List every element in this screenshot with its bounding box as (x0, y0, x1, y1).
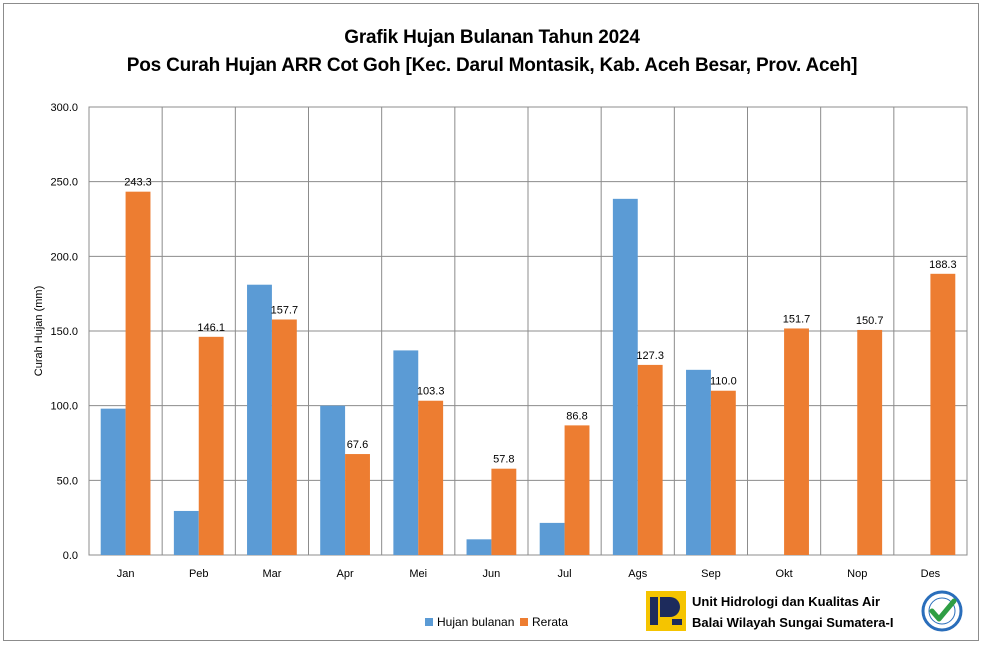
x-tick-label: Ags (628, 568, 647, 580)
bar-rerata (491, 468, 517, 555)
x-tick-label: Jun (483, 568, 501, 580)
x-tick-label: Mei (409, 568, 427, 580)
x-tick-label: Jul (558, 568, 572, 580)
data-label: 188.3 (929, 259, 957, 271)
chart-title: Grafik Hujan Bulanan Tahun 2024 (344, 27, 640, 48)
bar-hujan-bulanan (612, 198, 638, 555)
bar-rerata (564, 425, 590, 555)
bar-rerata (857, 329, 883, 555)
data-label: 243.3 (124, 177, 152, 189)
org-line-2: Balai Wilayah Sungai Sumatera-I (692, 615, 894, 630)
x-tick-label: Jan (117, 568, 135, 580)
bar-hujan-bulanan (393, 350, 419, 555)
bar-rerata (198, 336, 224, 555)
iso-certified-logo (921, 590, 963, 632)
data-label: 151.7 (783, 313, 811, 325)
y-tick-label: 0.0 (63, 550, 78, 562)
bar-hujan-bulanan (686, 369, 711, 555)
data-label: 150.7 (856, 315, 884, 327)
x-tick-label: Nop (847, 568, 867, 580)
chart-subtitle: Pos Curah Hujan ARR Cot Goh [Kec. Darul … (126, 55, 858, 76)
bar-hujan-bulanan (247, 284, 272, 555)
legend-label-rerata: Rerata (532, 615, 569, 629)
bar-rerata (784, 328, 809, 555)
bar-hujan-bulanan (539, 522, 565, 555)
pu-logo (646, 591, 686, 631)
x-tick-label: Sep (701, 568, 721, 580)
bar-rerata (418, 400, 444, 555)
bar-chart: 0.0 50.0 100.0 150.0 200.0 250.0 300.0 243.3 146… (33, 102, 968, 580)
y-axis-label: Curah Hujan (mm) (33, 286, 45, 376)
bar-rerata (345, 454, 370, 555)
data-label: 57.8 (493, 454, 514, 466)
y-tick-label: 50.0 (57, 475, 78, 487)
data-label: 146.1 (197, 322, 225, 334)
y-tick-label: 100.0 (50, 401, 78, 413)
legend-swatch-rerata (520, 618, 528, 626)
bar-rerata (125, 191, 151, 555)
legend-item-rerata: Rerata (520, 615, 568, 629)
bar-hujan-bulanan (173, 510, 199, 555)
data-label: 157.7 (271, 305, 299, 317)
bar-rerata (271, 319, 297, 555)
x-tick-label: Okt (776, 568, 793, 580)
bar-rerata (710, 390, 736, 555)
legend-item-hujan: Hujan bulanan (425, 615, 514, 629)
x-tick-label: Peb (189, 568, 209, 580)
y-tick-label: 250.0 (50, 177, 78, 189)
data-label: 110.0 (710, 376, 737, 388)
bar-hujan-bulanan (100, 408, 126, 555)
legend-swatch-hujan (425, 618, 433, 626)
data-label: 127.3 (636, 350, 664, 362)
bar-hujan-bulanan (320, 405, 346, 555)
x-tick-label: Des (921, 568, 941, 580)
data-label: 67.6 (347, 439, 368, 451)
org-line-1: Unit Hidrologi dan Kualitas Air (692, 594, 881, 609)
bar-hujan-bulanan (466, 539, 492, 555)
organization-name: Unit Hidrologi dan Kualitas Air Balai Wi… (692, 591, 893, 633)
data-label: 86.8 (566, 410, 587, 422)
data-label: 103.3 (417, 386, 445, 398)
legend-label-hujan: Hujan bulanan (437, 615, 515, 629)
y-tick-label: 150.0 (50, 326, 78, 338)
bar-rerata (930, 273, 956, 555)
x-tick-label: Mar (262, 568, 281, 580)
y-tick-label: 200.0 (50, 251, 78, 263)
bar-rerata (637, 364, 663, 555)
x-tick-label: Apr (337, 568, 354, 580)
y-tick-label: 300.0 (50, 102, 78, 114)
